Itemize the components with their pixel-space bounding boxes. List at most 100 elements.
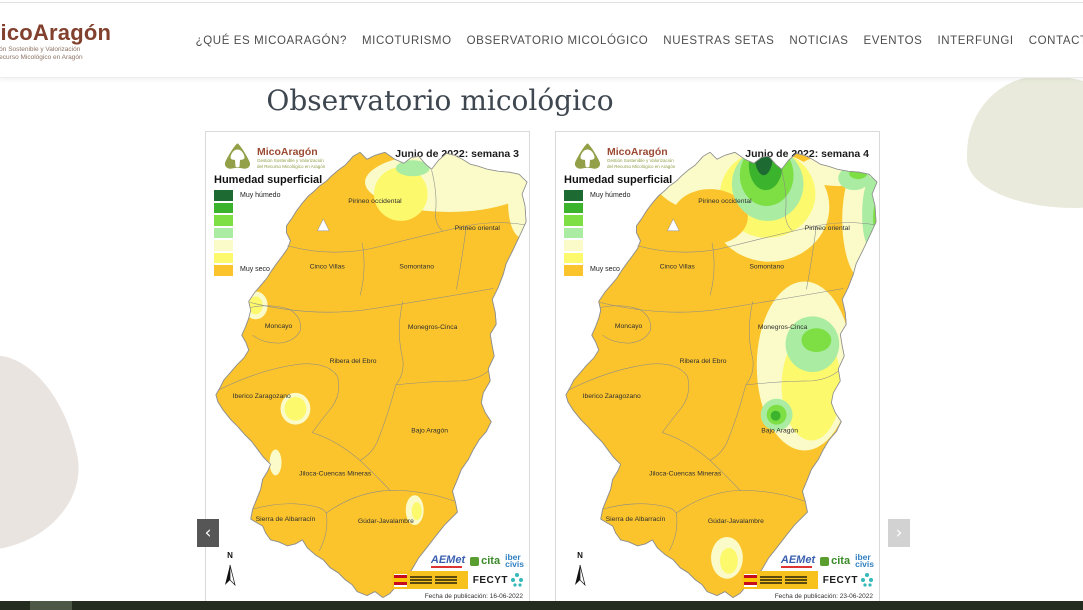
gobierno-espana-logo bbox=[391, 571, 468, 589]
site-header: MicoAragón Gestión Sostenible y Valoriza… bbox=[0, 3, 1083, 78]
svg-text:Bajo Aragón: Bajo Aragón bbox=[761, 428, 798, 435]
svg-text:Pirineo occidental: Pirineo occidental bbox=[348, 198, 402, 205]
svg-text:Jiloca-Cuencas Mineras: Jiloca-Cuencas Mineras bbox=[649, 470, 722, 477]
publication-date: Fecha de publicación: 16-06-2022 bbox=[424, 593, 523, 600]
north-arrow-icon bbox=[575, 564, 586, 587]
svg-text:Ribera del Ebro: Ribera del Ebro bbox=[330, 358, 377, 365]
svg-text:Monegros-Cinca: Monegros-Cinca bbox=[408, 324, 458, 331]
humidity-legend: Muy húmedo Muy seco bbox=[214, 190, 324, 278]
north-label: N bbox=[227, 551, 233, 560]
aemet-logo: AEMet bbox=[780, 553, 816, 568]
micoaragon-map-logo: MicoAragón Gestión Sostenible y Valoriza… bbox=[224, 142, 325, 172]
decorative-blob-right bbox=[967, 76, 1083, 208]
micoaragon-mushroom-icon bbox=[574, 143, 601, 169]
page-title: Observatorio micológico bbox=[266, 84, 614, 117]
nav-item-eventos[interactable]: EVENTOS bbox=[863, 34, 923, 47]
north-arrow: N bbox=[220, 545, 240, 592]
legend-min-label: Muy seco bbox=[240, 266, 270, 273]
legend-min-label: Muy seco bbox=[590, 266, 620, 273]
nav-item-micoturismo[interactable]: MICOTURISMO bbox=[361, 34, 452, 47]
fecyt-molecule-icon bbox=[861, 573, 873, 587]
site-logo-subtitle-1: Gestión Sostenible y Valorización bbox=[0, 46, 81, 53]
fecyt-molecule-icon bbox=[511, 573, 523, 587]
nav-item-observatorio-micologico[interactable]: OBSERVATORIO MICOLÓGICO bbox=[466, 34, 649, 47]
main-nav: ¿QUÉ ES MICOARAGÓN? MICOTURISMO OBSERVAT… bbox=[196, 3, 1083, 78]
svg-text:Somontano: Somontano bbox=[399, 264, 434, 271]
svg-text:Sierra de Albarracín: Sierra de Albarracín bbox=[606, 516, 666, 523]
nav-item-que-es-micoaragon[interactable]: ¿QUÉ ES MICOARAGÓN? bbox=[195, 34, 347, 47]
site-logo[interactable]: MicoAragón Gestión Sostenible y Valoriza… bbox=[0, 20, 111, 62]
aemet-logo: AEMet bbox=[430, 553, 466, 568]
navarre-enclave bbox=[666, 218, 680, 232]
ibercivis-logo: iber civis bbox=[855, 552, 874, 569]
svg-text:Monegros-Cinca: Monegros-Cinca bbox=[758, 324, 808, 331]
site-logo-title: MicoAragón bbox=[0, 20, 112, 45]
legend-max-label: Muy húmedo bbox=[240, 192, 281, 199]
legend-title: Humedad superficial bbox=[564, 174, 673, 186]
legend-swatches bbox=[564, 190, 674, 276]
legend-swatches bbox=[214, 190, 324, 276]
aragon-map-week3: Pirineo occidental Pirineo oriental Cinc… bbox=[215, 151, 528, 599]
gobierno-espana-logo bbox=[741, 571, 818, 589]
region-labels: Pirineo occidental Pirineo oriental Cinc… bbox=[233, 198, 501, 525]
svg-text:Moncayo: Moncayo bbox=[615, 323, 643, 330]
aragon-map-week4: Pirineo occidental Pirineo oriental Cinc… bbox=[565, 151, 878, 599]
publication-date: Fecha de publicación: 23-06-2022 bbox=[774, 593, 873, 600]
footer-accent bbox=[30, 601, 72, 610]
region-labels: Pirineo occidental Pirineo oriental Cinc… bbox=[583, 198, 851, 525]
map-week-title: Junio de 2022: semana 3 bbox=[395, 148, 519, 160]
nav-item-interfungi[interactable]: INTERFUNGI bbox=[937, 34, 1014, 47]
map-logo-subtitle-1: Gestión Sostenible y Valorización bbox=[607, 158, 674, 163]
svg-text:Gúdar-Javalambre: Gúdar-Javalambre bbox=[358, 518, 414, 525]
north-label: N bbox=[577, 551, 583, 560]
map-week-title: Junio de 2022: semana 4 bbox=[745, 148, 869, 160]
cita-logo: cita bbox=[470, 555, 500, 566]
svg-text:Cinco Villas: Cinco Villas bbox=[660, 264, 696, 271]
svg-text:Cinco Villas: Cinco Villas bbox=[310, 264, 346, 271]
top-divider bbox=[0, 2, 1083, 3]
micoaragon-mushroom-icon bbox=[224, 143, 251, 169]
spain-flag-icon bbox=[393, 573, 407, 587]
nav-item-nuestras-setas[interactable]: NUESTRAS SETAS bbox=[663, 34, 775, 47]
nav-item-noticias[interactable]: NOTICIAS bbox=[789, 34, 849, 47]
humidity-map-week4: MicoAragón Gestión Sostenible y Valoriza… bbox=[555, 131, 880, 603]
spain-flag-icon bbox=[743, 573, 757, 587]
partner-logos: AEMet cita iber civis FECYT bbox=[741, 552, 874, 589]
legend-max-label: Muy húmedo bbox=[590, 192, 631, 199]
cita-leaf-icon bbox=[470, 556, 480, 566]
fecyt-logo: FECYT bbox=[823, 572, 874, 588]
cita-leaf-icon bbox=[820, 556, 830, 566]
humidity-map-week3: MicoAragón Gestión Sostenible y Valoriza… bbox=[205, 131, 530, 603]
svg-text:Jiloca-Cuencas Mineras: Jiloca-Cuencas Mineras bbox=[299, 470, 372, 477]
footer-bar bbox=[0, 601, 1083, 610]
svg-text:Moncayo: Moncayo bbox=[265, 323, 293, 330]
carousel-next-button[interactable]: › bbox=[888, 519, 910, 547]
nav-item-contacto[interactable]: CONTACTO bbox=[1028, 34, 1083, 47]
svg-text:Gúdar-Javalambre: Gúdar-Javalambre bbox=[708, 518, 764, 525]
humidity-legend: Muy húmedo Muy seco bbox=[564, 190, 674, 278]
map-logo-title: MicoAragón bbox=[257, 146, 318, 158]
micoaragon-map-logo: MicoAragón Gestión Sostenible y Valoriza… bbox=[574, 142, 675, 172]
map-logo-subtitle-2: del Recurso Micológico en Aragón bbox=[607, 163, 676, 169]
svg-text:Iberico Zaragozano: Iberico Zaragozano bbox=[583, 393, 641, 400]
partner-logos: AEMet cita iber civis FECYT bbox=[391, 553, 524, 589]
svg-text:Pirineo oriental: Pirineo oriental bbox=[805, 225, 851, 232]
north-arrow-icon bbox=[225, 564, 236, 587]
svg-text:Iberico Zaragozano: Iberico Zaragozano bbox=[233, 393, 291, 400]
svg-text:Pirineo oriental: Pirineo oriental bbox=[455, 225, 501, 232]
map-logo-subtitle-1: Gestión Sostenible y Valorización bbox=[257, 158, 324, 163]
svg-text:Somontano: Somontano bbox=[749, 264, 784, 271]
decorative-blob-left bbox=[0, 340, 95, 562]
fecyt-logo: FECYT bbox=[473, 572, 524, 588]
map-logo-title: MicoAragón bbox=[607, 146, 668, 158]
svg-text:Ribera del Ebro: Ribera del Ebro bbox=[680, 358, 727, 365]
map-logo-subtitle-2: del Recurso Micológico en Aragón bbox=[257, 163, 326, 169]
cita-logo: cita bbox=[820, 555, 850, 566]
legend-title: Humedad superficial bbox=[214, 174, 323, 186]
site-logo-subtitle-2: del Recurso Micológico en Aragón bbox=[0, 54, 83, 61]
navarre-enclave bbox=[316, 218, 330, 232]
carousel-prev-button[interactable]: ‹ bbox=[197, 519, 219, 547]
humidity-overlay-week3 bbox=[243, 152, 528, 526]
svg-text:Bajo Aragón: Bajo Aragón bbox=[411, 428, 448, 435]
